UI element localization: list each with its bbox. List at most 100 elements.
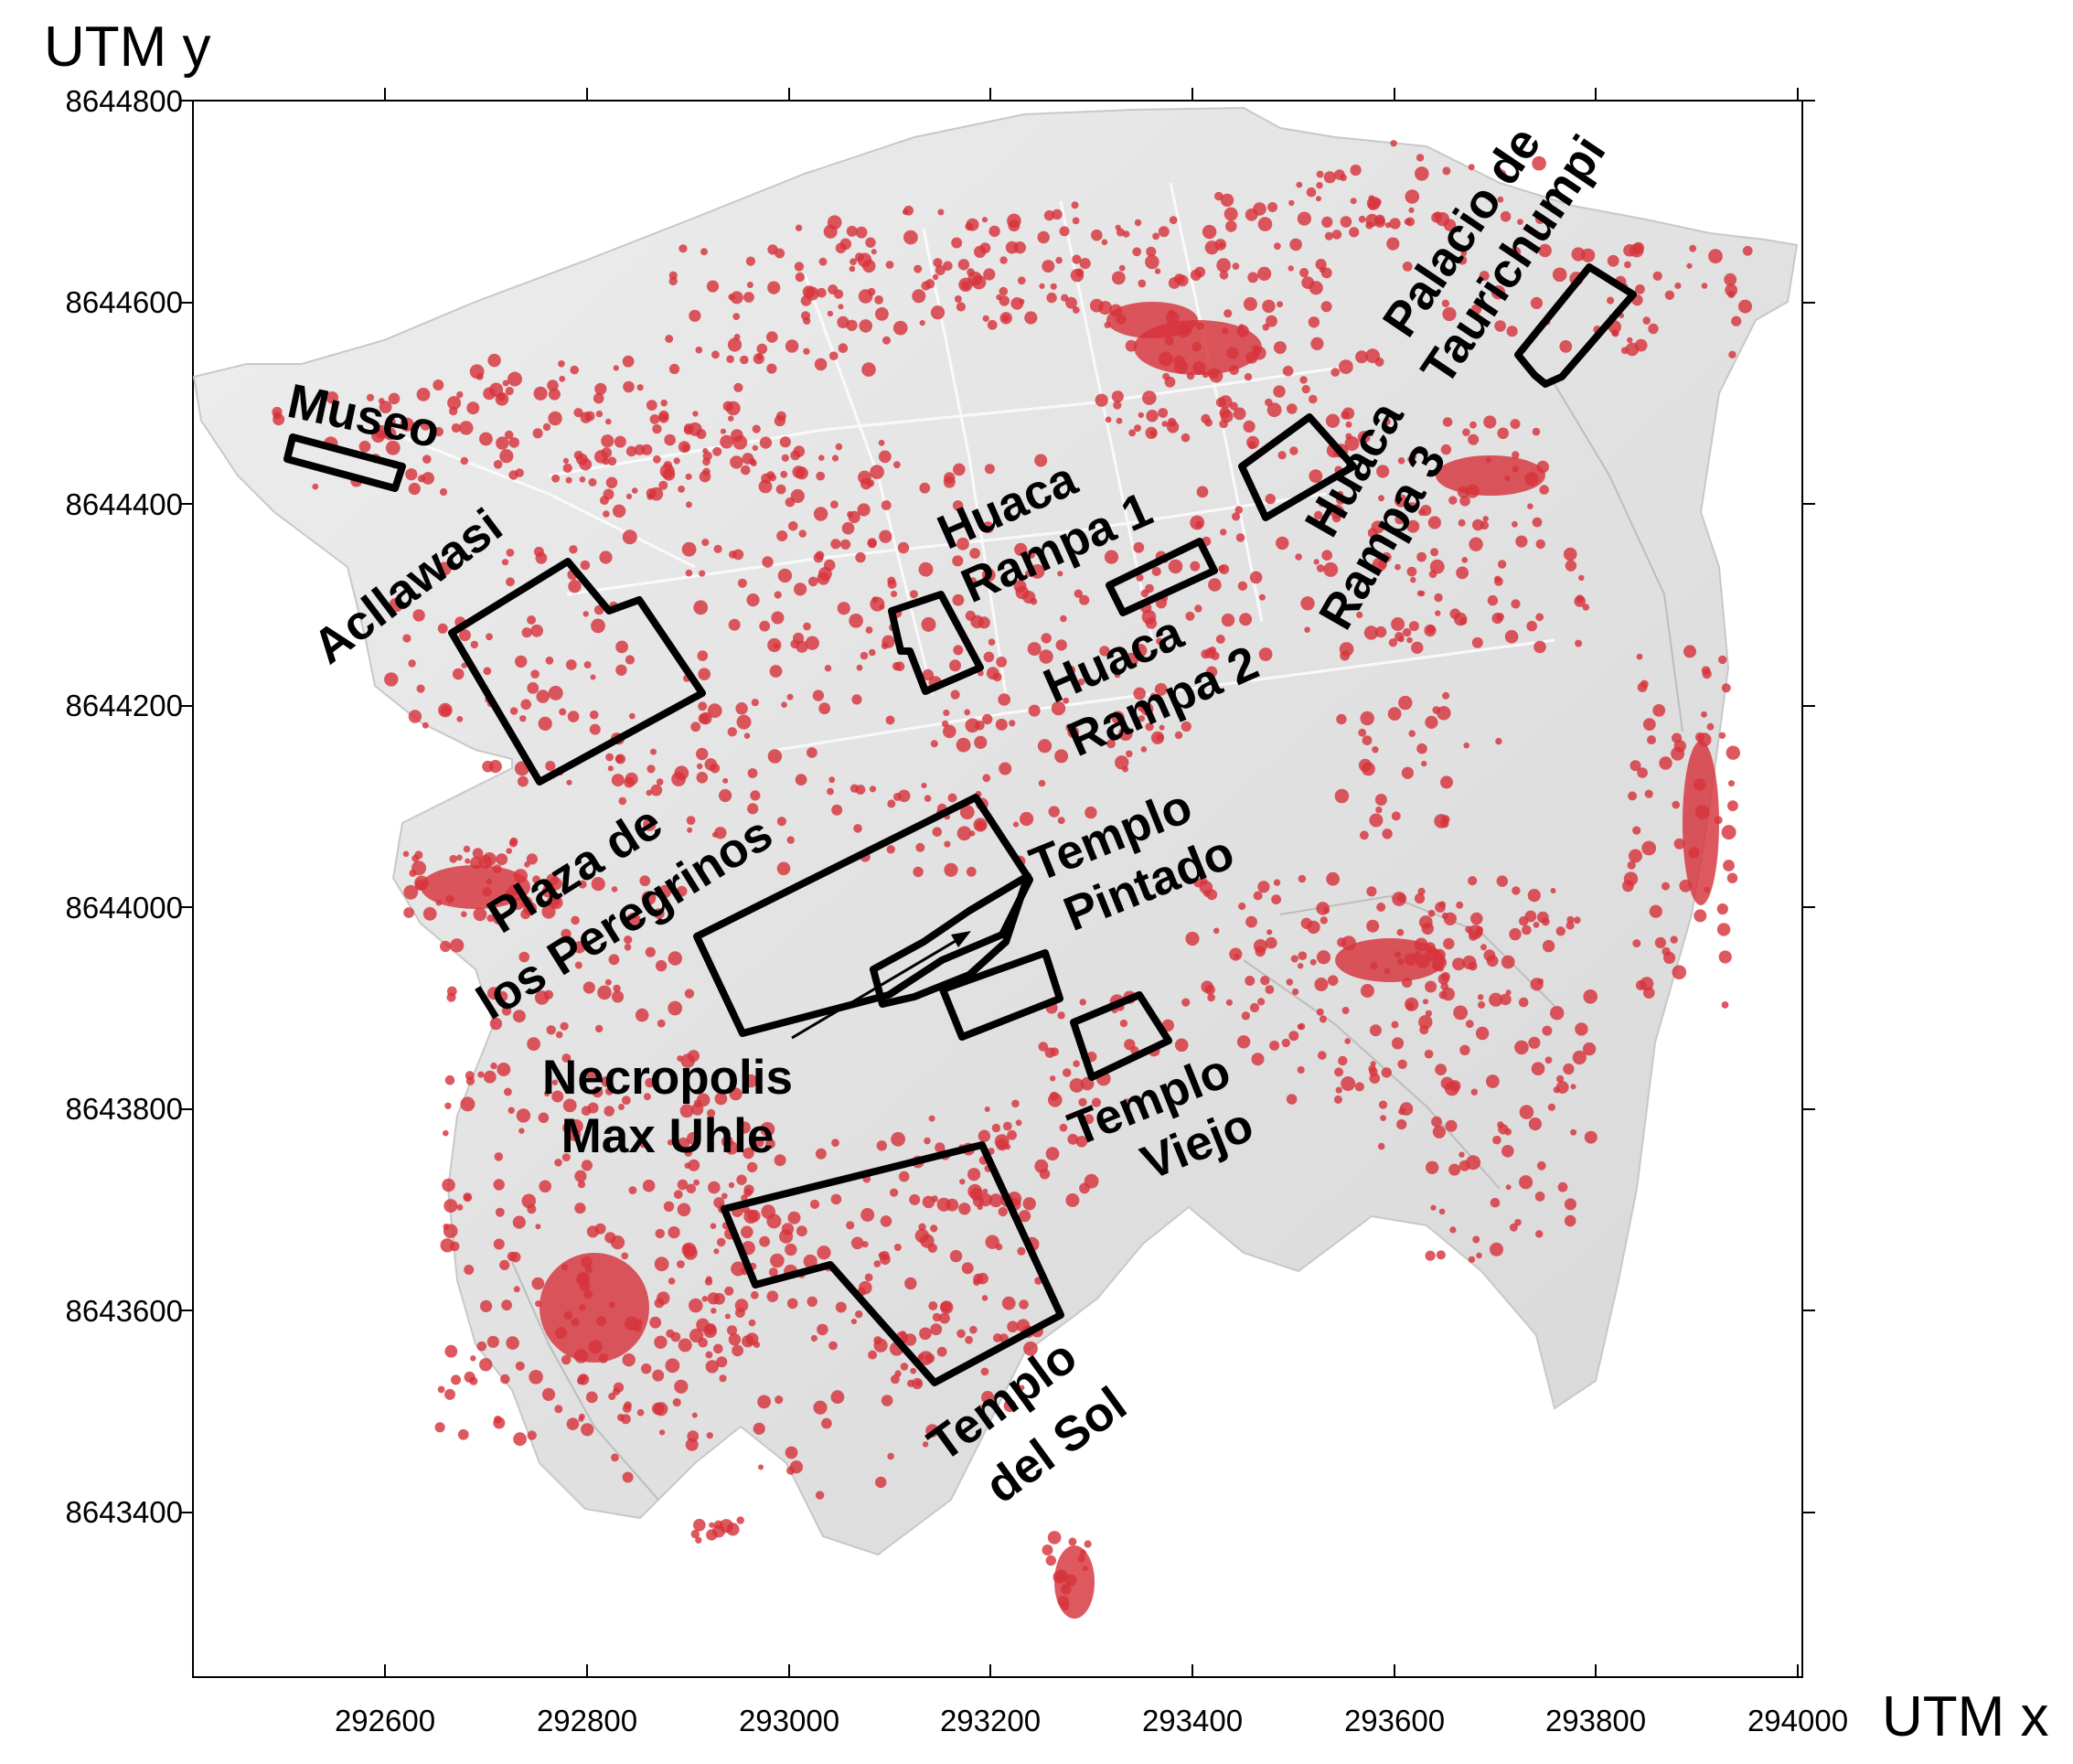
- looting-pit: [594, 450, 608, 464]
- looting-pit: [1322, 907, 1330, 914]
- looting-pit: [1497, 427, 1509, 440]
- looting-pit: [1541, 917, 1550, 926]
- looting-pit: [1072, 306, 1080, 314]
- looting-pit: [1079, 999, 1086, 1006]
- looting-pit: [1701, 711, 1707, 718]
- looting-pit: [1202, 224, 1217, 240]
- looting-pit: [1491, 613, 1503, 625]
- looting-pit: [952, 593, 965, 606]
- templo-pintado-outline: [939, 949, 1063, 1041]
- looting-pit: [601, 434, 614, 448]
- looting-pit: [456, 1203, 464, 1211]
- looting-pit: [635, 1008, 649, 1022]
- looting-pit: [828, 1341, 838, 1351]
- looting-pit: [775, 484, 786, 495]
- x-tick-label: 293000: [739, 1704, 839, 1737]
- looting-pit: [1360, 984, 1374, 998]
- looting-pit: [1583, 989, 1597, 1004]
- looting-pit: [1564, 1214, 1576, 1227]
- looting-pit: [786, 1298, 798, 1310]
- looting-pit: [1572, 1050, 1587, 1065]
- looting-pit: [527, 615, 537, 625]
- looting-pit: [1539, 485, 1549, 495]
- looting-pit: [867, 287, 876, 296]
- looting-pit: [667, 1139, 674, 1146]
- looting-pit: [1316, 564, 1325, 572]
- looting-pit: [664, 433, 676, 446]
- looting-pit: [1316, 182, 1323, 189]
- looting-pit: [570, 365, 579, 375]
- looting-pit: [1522, 925, 1532, 935]
- looting-pit: [1266, 929, 1273, 935]
- looting-pit: [686, 1183, 697, 1194]
- x-tick-label: 293600: [1344, 1704, 1445, 1737]
- looting-pit: [1402, 627, 1412, 637]
- looting-pit: [1319, 1015, 1327, 1023]
- looting-pit: [470, 1355, 476, 1362]
- looting-pit: [1387, 707, 1402, 721]
- looting-pit: [597, 985, 612, 1000]
- necropolis-pointer-head: [951, 931, 971, 947]
- looting-pit: [1418, 915, 1433, 929]
- looting-pit: [689, 1298, 703, 1313]
- looting-pit: [677, 1179, 689, 1191]
- looting-pit: [716, 1237, 726, 1247]
- looting-pit: [1297, 211, 1311, 226]
- looting-pit: [1365, 348, 1380, 364]
- looting-pit: [1243, 297, 1257, 311]
- looting-pit: [933, 258, 943, 268]
- looting-pit: [591, 877, 605, 892]
- looting-pit: [1309, 394, 1318, 404]
- looting-pit: [748, 1319, 756, 1327]
- looting-pit: [830, 1390, 845, 1405]
- looting-pit: [1251, 1053, 1265, 1066]
- looting-pit: [452, 668, 465, 680]
- looting-pit: [1366, 196, 1381, 210]
- looting-pit: [736, 1174, 747, 1185]
- looting-pit: [541, 1387, 556, 1401]
- looting-pit: [542, 422, 551, 432]
- looting-pit: [1402, 262, 1413, 272]
- looting-pit: [641, 891, 657, 905]
- looting-pit: [1122, 765, 1128, 773]
- looting-pit: [1518, 997, 1529, 1008]
- looting-pit: [1445, 1119, 1458, 1132]
- looting-pit: [759, 436, 773, 449]
- looting-pit: [881, 500, 892, 510]
- looting-pit: [493, 460, 503, 469]
- looting-pit: [1306, 187, 1317, 198]
- looting-pit: [807, 747, 817, 758]
- looting-pit: [451, 422, 461, 433]
- looting-pit: [1008, 219, 1020, 232]
- looting-pit: [1299, 376, 1308, 384]
- looting-pit: [952, 555, 964, 567]
- looting-pit: [1458, 519, 1466, 527]
- looting-pit: [918, 1223, 926, 1232]
- looting-pit: [719, 1374, 727, 1383]
- looting-pit: [439, 487, 448, 497]
- looting-pit: [1204, 984, 1215, 995]
- looting-pit: [685, 473, 692, 480]
- looting-pit: [940, 1300, 954, 1314]
- looting-pit: [878, 439, 885, 446]
- looting-pit: [446, 986, 457, 997]
- looting-pit: [693, 600, 709, 615]
- looting-pit: [1068, 1537, 1077, 1546]
- looting-pit: [411, 854, 420, 862]
- looting-pit: [1297, 1066, 1305, 1074]
- looting-pit: [550, 895, 563, 910]
- looting-pit: [1397, 1059, 1407, 1070]
- looting-pit: [698, 668, 711, 680]
- looting-pit: [758, 479, 773, 494]
- looting-pit: [1721, 825, 1736, 840]
- looting-pit: [615, 664, 627, 676]
- looting-pit: [1738, 299, 1752, 314]
- looting-pit: [1477, 994, 1484, 1000]
- looting-pit: [1138, 715, 1145, 722]
- looting-pit: [518, 775, 529, 787]
- looting-pit: [546, 1025, 556, 1035]
- looting-pit: [532, 875, 540, 884]
- palacio-outline: [1514, 263, 1637, 388]
- looting-pit: [1276, 536, 1289, 551]
- looting-pit: [604, 1106, 614, 1117]
